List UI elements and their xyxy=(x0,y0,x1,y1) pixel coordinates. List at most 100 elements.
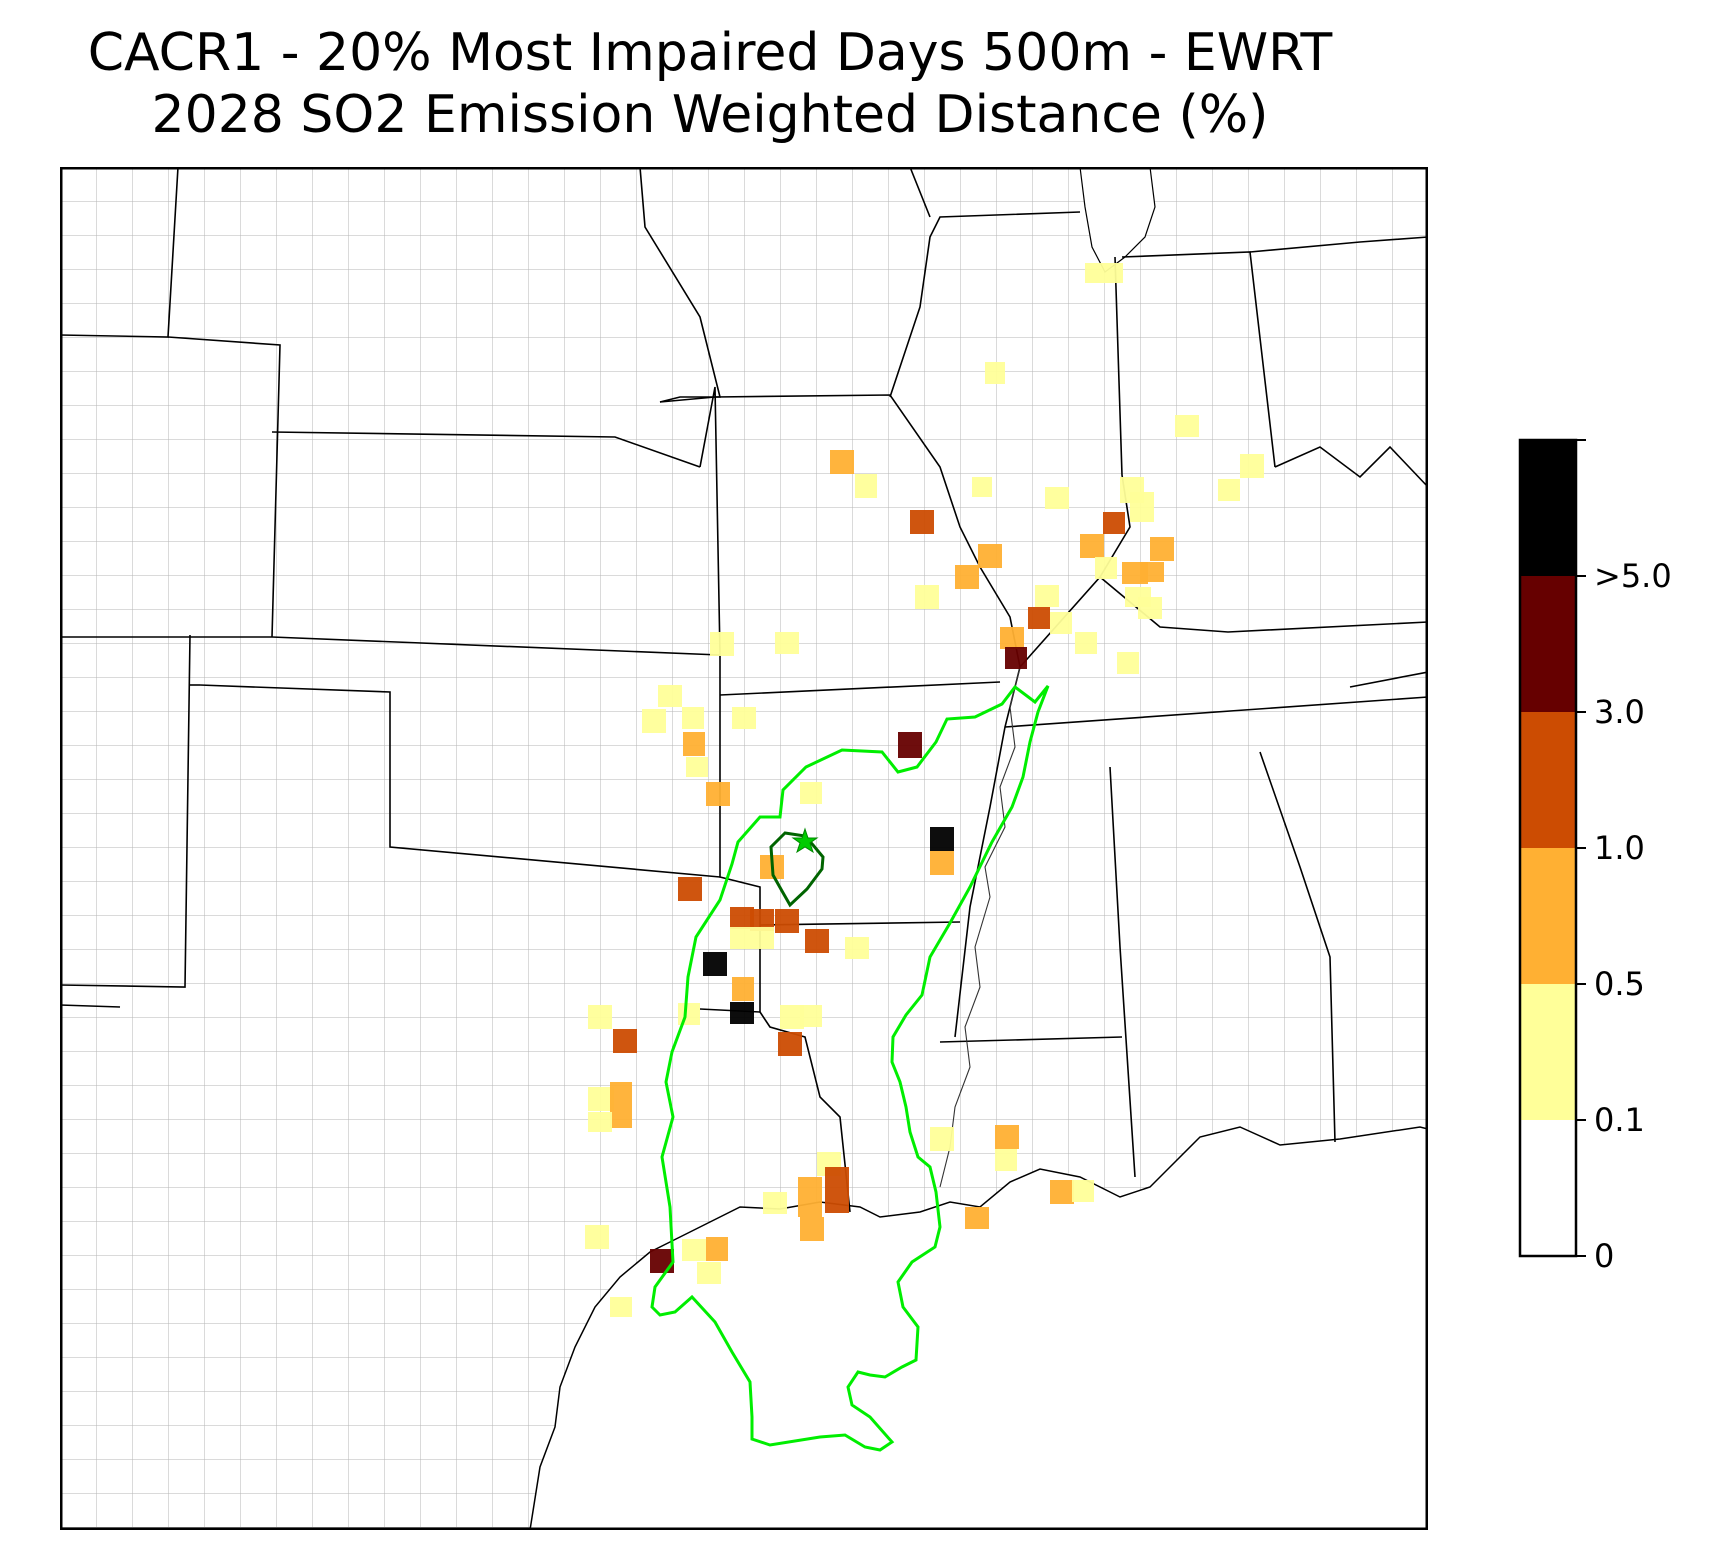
colorbar-bins xyxy=(1520,440,1576,1256)
emission-cell xyxy=(955,565,979,589)
emission-cell xyxy=(650,1249,674,1273)
rivers xyxy=(939,666,1021,1188)
emission-cell xyxy=(930,827,954,851)
land-area xyxy=(60,167,1428,1530)
emission-cell xyxy=(763,1192,787,1214)
emission-cell xyxy=(855,474,877,498)
emission-cell xyxy=(1072,1180,1094,1202)
emission-cell xyxy=(775,632,799,654)
emission-cell xyxy=(1050,612,1072,634)
emission-cell xyxy=(1080,534,1104,558)
emission-cell xyxy=(1218,479,1240,501)
trajectory-contour-outer xyxy=(650,684,1050,1452)
colorbar-bin xyxy=(1520,712,1576,848)
emission-cell xyxy=(830,450,854,474)
colorbar-tick-label: 0.5 xyxy=(1594,965,1645,1003)
emission-cell xyxy=(613,1029,637,1053)
emission-cell xyxy=(800,1217,824,1241)
emission-cell xyxy=(658,685,682,707)
emission-cell xyxy=(732,707,756,729)
emission-cell xyxy=(1103,512,1125,534)
emission-cell xyxy=(1138,597,1162,619)
colorbar-tick-label: >5.0 xyxy=(1594,557,1672,595)
emission-cell xyxy=(1095,557,1117,579)
emission-cell xyxy=(730,927,752,949)
colorbar-bin xyxy=(1520,576,1576,712)
colorbar-tick-label: 3.0 xyxy=(1594,693,1645,731)
emission-cell xyxy=(1005,647,1027,669)
colorbar: 0 0.1 0.5 1.0 3.0 >5.0 xyxy=(1518,438,1672,1275)
colorbar-tick-label: 0 xyxy=(1594,1237,1614,1275)
colorbar-tick-label: 0.1 xyxy=(1594,1101,1645,1139)
emission-cell xyxy=(1050,1180,1074,1204)
emission-cell xyxy=(778,1032,802,1056)
emission-cell xyxy=(585,1225,609,1249)
emission-cell xyxy=(678,877,702,901)
emission-cell xyxy=(798,1177,822,1217)
emission-cell xyxy=(1150,537,1174,561)
emission-cell xyxy=(706,782,730,806)
emission-cell xyxy=(1130,492,1154,522)
emission-cell xyxy=(588,1005,612,1029)
emission-cell xyxy=(686,757,708,777)
colorbar-ticks: 0 0.1 0.5 1.0 3.0 >5.0 xyxy=(1576,439,1672,1275)
emission-cell xyxy=(1028,607,1050,629)
title-line-2: 2028 SO2 Emission Weighted Distance (%) xyxy=(151,85,1269,145)
emission-cell xyxy=(775,909,799,933)
title-line-1: CACR1 - 20% Most Impaired Days 500m - EW… xyxy=(87,23,1333,83)
emission-cell xyxy=(697,1262,721,1284)
emission-cell xyxy=(610,1297,632,1317)
emission-cell xyxy=(1035,585,1059,607)
emission-cell xyxy=(898,732,922,758)
emission-cell xyxy=(1140,562,1164,582)
emission-cell xyxy=(732,977,754,1001)
emission-cell xyxy=(1175,415,1199,437)
emission-cell xyxy=(995,1149,1017,1171)
star-icon xyxy=(791,827,819,854)
emission-cell xyxy=(1117,652,1139,674)
emission-cell xyxy=(800,782,822,804)
emission-cell xyxy=(972,477,992,497)
emission-cell xyxy=(710,632,734,656)
map-title: CACR1 - 20% Most Impaired Days 500m - EW… xyxy=(0,22,1420,146)
emission-cell xyxy=(1240,454,1264,478)
emission-cell xyxy=(910,510,934,534)
emission-cell xyxy=(915,585,939,609)
emission-cell xyxy=(588,1087,614,1111)
emission-cell xyxy=(610,1082,632,1128)
emission-cell xyxy=(730,1002,754,1024)
emission-cell xyxy=(800,1005,822,1027)
colorbar-bin xyxy=(1520,440,1576,576)
emission-cell xyxy=(750,909,774,931)
emission-cell xyxy=(752,927,774,949)
emission-cells xyxy=(585,263,1264,1317)
state-boundaries xyxy=(60,167,1428,1213)
emission-cell xyxy=(965,1207,989,1229)
emission-cell xyxy=(845,937,869,959)
emission-cell xyxy=(1075,632,1097,654)
emission-cell xyxy=(1085,263,1123,283)
emission-cell xyxy=(678,1003,700,1025)
emission-cell xyxy=(703,952,727,976)
site-marker xyxy=(791,827,819,854)
emission-cell xyxy=(805,929,829,953)
emission-cell xyxy=(706,1237,728,1261)
emission-cell xyxy=(978,544,1002,568)
emission-cell xyxy=(642,709,666,733)
emission-cell xyxy=(930,1127,954,1151)
emission-cell xyxy=(682,707,704,729)
emission-cell xyxy=(682,1239,706,1261)
emission-cell xyxy=(825,1167,849,1213)
emission-cell xyxy=(1045,487,1069,509)
emission-cell xyxy=(588,1112,612,1132)
emission-cell xyxy=(985,362,1005,384)
emission-cell xyxy=(730,907,754,929)
emission-cell xyxy=(930,851,954,875)
emission-cell xyxy=(1000,627,1024,649)
map-panel xyxy=(60,167,1428,1530)
map-frame xyxy=(60,167,1428,1530)
gulf-coastline xyxy=(529,1126,1428,1530)
colorbar-bin xyxy=(1520,848,1576,984)
colorbar-tick-label: 1.0 xyxy=(1594,829,1645,867)
colorbar-bin xyxy=(1520,1120,1576,1256)
